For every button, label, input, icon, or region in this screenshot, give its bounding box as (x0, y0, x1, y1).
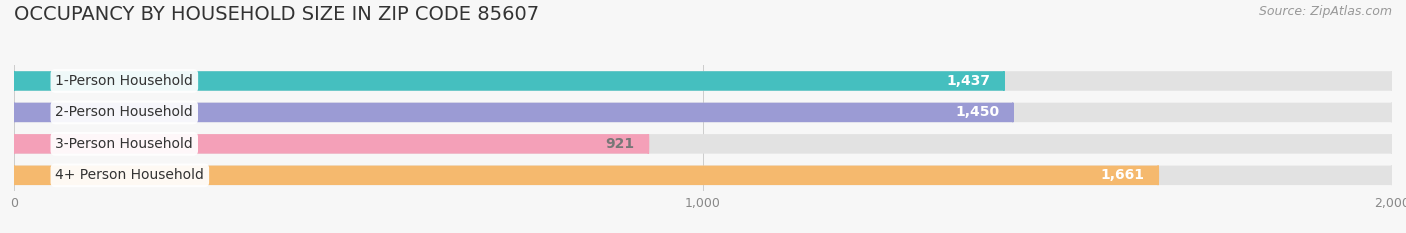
FancyBboxPatch shape (14, 166, 1159, 185)
FancyBboxPatch shape (14, 71, 1004, 91)
Text: 1,450: 1,450 (955, 105, 1000, 120)
Text: Source: ZipAtlas.com: Source: ZipAtlas.com (1258, 5, 1392, 18)
FancyBboxPatch shape (14, 103, 1392, 122)
FancyBboxPatch shape (14, 134, 648, 154)
FancyBboxPatch shape (14, 103, 1012, 122)
Text: 2-Person Household: 2-Person Household (55, 105, 193, 120)
Text: 1,661: 1,661 (1101, 168, 1144, 182)
Text: 1-Person Household: 1-Person Household (55, 74, 193, 88)
FancyBboxPatch shape (14, 71, 1392, 91)
Text: 921: 921 (606, 137, 634, 151)
Text: 1,437: 1,437 (946, 74, 990, 88)
Text: 3-Person Household: 3-Person Household (55, 137, 193, 151)
FancyBboxPatch shape (14, 134, 1392, 154)
FancyBboxPatch shape (14, 166, 1392, 185)
Text: 4+ Person Household: 4+ Person Household (55, 168, 204, 182)
Text: OCCUPANCY BY HOUSEHOLD SIZE IN ZIP CODE 85607: OCCUPANCY BY HOUSEHOLD SIZE IN ZIP CODE … (14, 5, 538, 24)
